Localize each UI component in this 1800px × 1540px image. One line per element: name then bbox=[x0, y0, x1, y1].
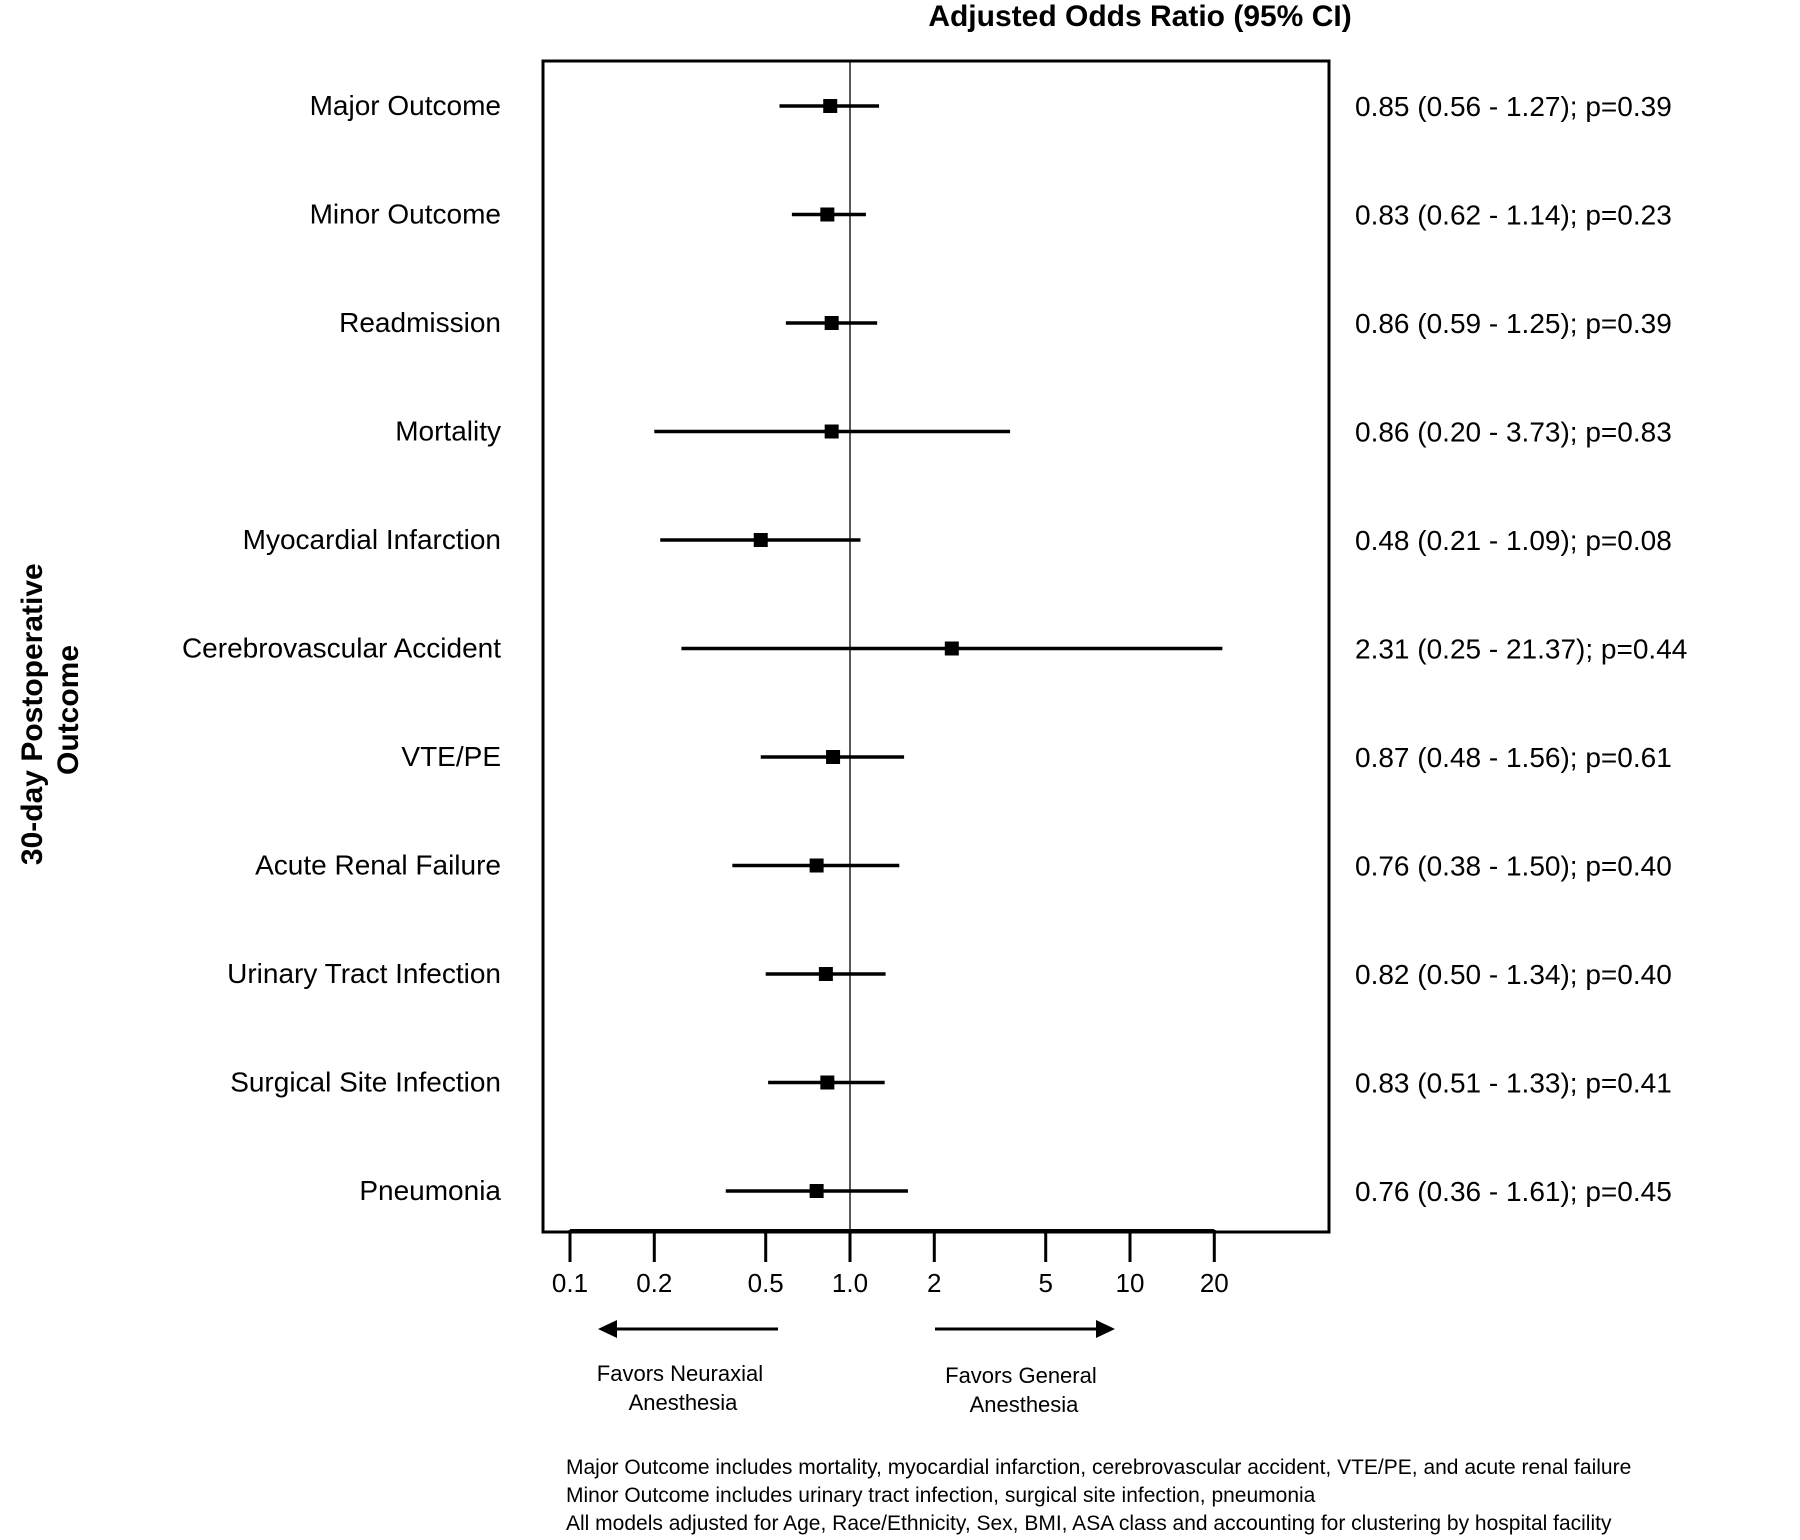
x-tick-label-0-1: 0.1 bbox=[552, 1268, 588, 1298]
value-label-minor-outcome: 0.83 (0.62 - 1.14); p=0.23 bbox=[1355, 200, 1672, 231]
point-estimate-pneumonia bbox=[809, 1184, 824, 1198]
favors-general-label: Favors General Anesthesia bbox=[945, 1363, 1103, 1417]
favors-neuraxial-annotation: Favors Neuraxial Anesthesia bbox=[597, 1320, 778, 1415]
x-tick-label-0-2: 0.2 bbox=[636, 1268, 672, 1298]
x-tick-label-20: 20 bbox=[1200, 1268, 1229, 1298]
point-estimate-acute-renal-failure bbox=[809, 858, 824, 873]
value-label-vte-pe: 0.87 (0.48 - 1.56); p=0.61 bbox=[1355, 742, 1672, 773]
value-label-mortality: 0.86 (0.20 - 3.73); p=0.83 bbox=[1355, 417, 1672, 448]
value-label-cerebrovascular-accident: 2.31 (0.25 - 21.37); p=0.44 bbox=[1355, 634, 1687, 665]
row-label-urinary-tract-infection: Urinary Tract Infection bbox=[227, 958, 501, 989]
right-arrow-head bbox=[1096, 1320, 1115, 1338]
row-label-minor-outcome: Minor Outcome bbox=[310, 199, 501, 230]
favors-neuraxial-line-1: Favors Neuraxial bbox=[597, 1361, 763, 1386]
row-label-myocardial-infarction: Myocardial Infarction bbox=[243, 524, 501, 555]
row-label-surgical-site-infection: Surgical Site Infection bbox=[230, 1067, 501, 1098]
y-axis-title: 30-day Postoperative Outcome bbox=[16, 555, 85, 865]
row-label-readmission: Readmission bbox=[339, 307, 501, 338]
point-estimate-vte-pe bbox=[826, 750, 841, 764]
x-tick-label-2: 2 bbox=[927, 1268, 941, 1298]
x-tick-label-5: 5 bbox=[1038, 1268, 1052, 1298]
row-label-cerebrovascular-accident: Cerebrovascular Accident bbox=[182, 633, 501, 664]
point-estimate-urinary-tract-infection bbox=[818, 967, 833, 981]
value-label-acute-renal-failure: 0.76 (0.38 - 1.50); p=0.40 bbox=[1355, 851, 1672, 882]
left-arrow-head bbox=[598, 1320, 617, 1338]
x-tick-label-10: 10 bbox=[1116, 1268, 1145, 1298]
value-label-surgical-site-infection: 0.83 (0.51 - 1.33); p=0.41 bbox=[1355, 1068, 1672, 1099]
favors-general-annotation: Favors General Anesthesia bbox=[935, 1320, 1115, 1417]
footnote-2: Minor Outcome includes urinary tract inf… bbox=[566, 1484, 1316, 1507]
x-tick-label-0-5: 0.5 bbox=[748, 1268, 784, 1298]
row-label-pneumonia: Pneumonia bbox=[359, 1175, 501, 1206]
y-axis-title-line-1: 30-day Postoperative bbox=[16, 563, 49, 865]
point-estimate-readmission bbox=[824, 316, 839, 330]
footnotes: Major Outcome includes mortality, myocar… bbox=[566, 1456, 1631, 1535]
chart-title: Adjusted Odds Ratio (95% CI) bbox=[928, 0, 1351, 33]
value-label-urinary-tract-infection: 0.82 (0.50 - 1.34); p=0.40 bbox=[1355, 959, 1672, 990]
row-label-mortality: Mortality bbox=[395, 416, 501, 447]
value-label-major-outcome: 0.85 (0.56 - 1.27); p=0.39 bbox=[1355, 91, 1672, 122]
point-estimate-major-outcome bbox=[823, 99, 838, 113]
row-label-acute-renal-failure: Acute Renal Failure bbox=[255, 850, 501, 881]
point-estimate-myocardial-infarction bbox=[753, 533, 768, 547]
favors-general-line-2: Anesthesia bbox=[970, 1392, 1080, 1417]
point-estimate-mortality bbox=[824, 424, 839, 439]
favors-neuraxial-label: Favors Neuraxial Anesthesia bbox=[597, 1361, 769, 1415]
favors-general-line-1: Favors General bbox=[945, 1363, 1097, 1388]
value-label-readmission: 0.86 (0.59 - 1.25); p=0.39 bbox=[1355, 308, 1672, 339]
point-estimate-surgical-site-infection bbox=[820, 1075, 835, 1090]
point-estimate-cerebrovascular-accident bbox=[944, 641, 959, 656]
value-label-pneumonia: 0.76 (0.36 - 1.61); p=0.45 bbox=[1355, 1176, 1672, 1207]
favors-neuraxial-line-2: Anesthesia bbox=[629, 1390, 739, 1415]
value-label-myocardial-infarction: 0.48 (0.21 - 1.09); p=0.08 bbox=[1355, 525, 1672, 556]
row-label-vte-pe: VTE/PE bbox=[401, 741, 501, 772]
y-axis-title-line-2: Outcome bbox=[52, 645, 85, 775]
footnote-1: Major Outcome includes mortality, myocar… bbox=[566, 1456, 1631, 1479]
row-label-major-outcome: Major Outcome bbox=[310, 90, 501, 121]
plot-frame bbox=[541, 59, 1331, 1234]
x-tick-label-1-0: 1.0 bbox=[832, 1268, 868, 1298]
point-estimate-minor-outcome bbox=[820, 207, 835, 222]
footnote-3: All models adjusted for Age, Race/Ethnic… bbox=[566, 1512, 1612, 1535]
